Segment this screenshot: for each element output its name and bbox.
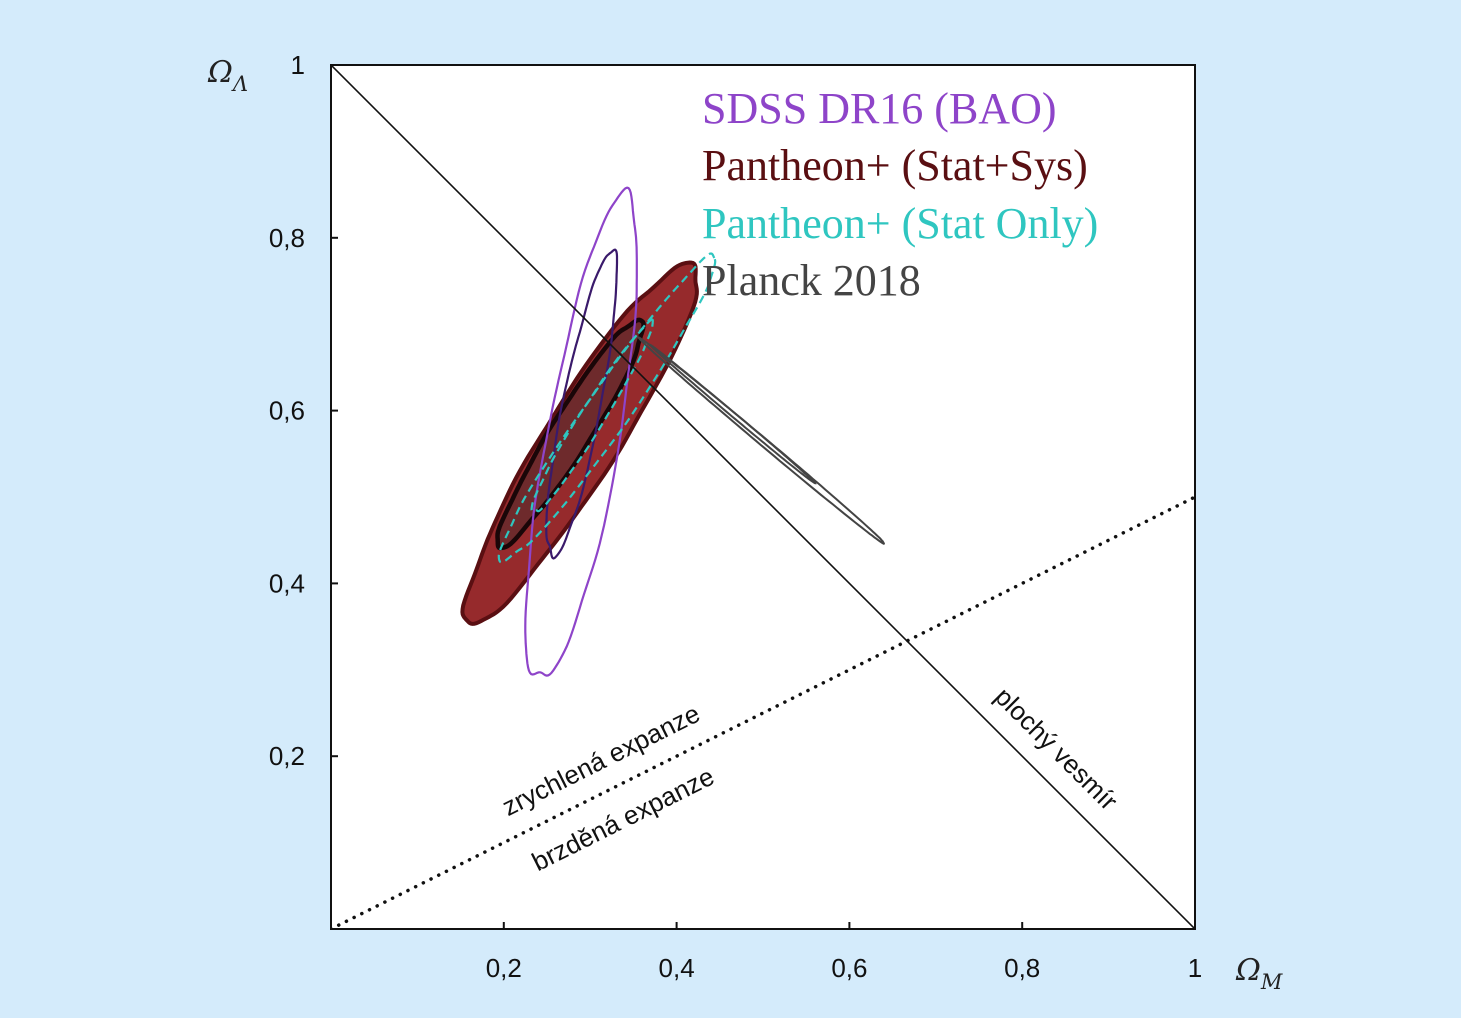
y-tick-label: 1 xyxy=(291,50,305,80)
y-tick-label: 0,2 xyxy=(269,741,305,771)
legend-entry: Pantheon+ (Stat Only) xyxy=(702,199,1098,248)
plot-frame xyxy=(330,64,1196,930)
sdss-dr16-bao-contour-inner xyxy=(545,248,619,560)
x-tick-label: 0,8 xyxy=(1004,953,1040,983)
x-tick-label: 0,6 xyxy=(831,953,867,983)
contours xyxy=(460,186,886,677)
y-tick-label: 0,8 xyxy=(269,223,305,253)
y-axis: 0,2 0,4 0,6 0,8 1 xyxy=(269,50,338,771)
x-axis-subscript: M xyxy=(1260,970,1283,994)
legend-entry: SDSS DR16 (BAO) xyxy=(702,84,1057,133)
x-tick-label: 0,2 xyxy=(486,953,522,983)
planck-2018-contour-inner xyxy=(649,343,817,485)
reference-lines xyxy=(331,65,1195,929)
y-axis-symbol: Ω xyxy=(207,55,233,90)
y-axis-subscript: Λ xyxy=(231,72,248,96)
flat-reference-line xyxy=(331,65,1195,929)
legend-entry: Planck 2018 xyxy=(702,256,921,305)
x-tick-label: 1 xyxy=(1188,953,1202,983)
y-tick-label: 0,4 xyxy=(269,568,305,598)
pantheon-stat-only-contour-inner xyxy=(530,318,654,513)
x-axis-symbol: Ω xyxy=(1235,953,1261,988)
x-tick-label: 0,4 xyxy=(659,953,695,983)
x-axis: 0,2 0,4 0,6 0,8 1 xyxy=(486,922,1202,983)
pantheon-stat-only-contour-outer xyxy=(497,252,717,564)
pantheon-stat-sys-contour-inner xyxy=(495,317,646,551)
legend: SDSS DR16 (BAO) Pantheon+ (Stat+Sys) Panth… xyxy=(702,84,1098,305)
planck-2018-contour-outer xyxy=(636,336,886,545)
y-axis-label: ΩΛ xyxy=(207,55,248,96)
acceleration-reference-line xyxy=(331,495,1195,929)
x-axis-label: ΩM xyxy=(1235,953,1283,994)
y-tick-label: 0,6 xyxy=(269,396,305,426)
sdss-dr16-bao-contour-outer xyxy=(524,186,638,677)
legend-entry: Pantheon+ (Stat+Sys) xyxy=(702,141,1088,190)
